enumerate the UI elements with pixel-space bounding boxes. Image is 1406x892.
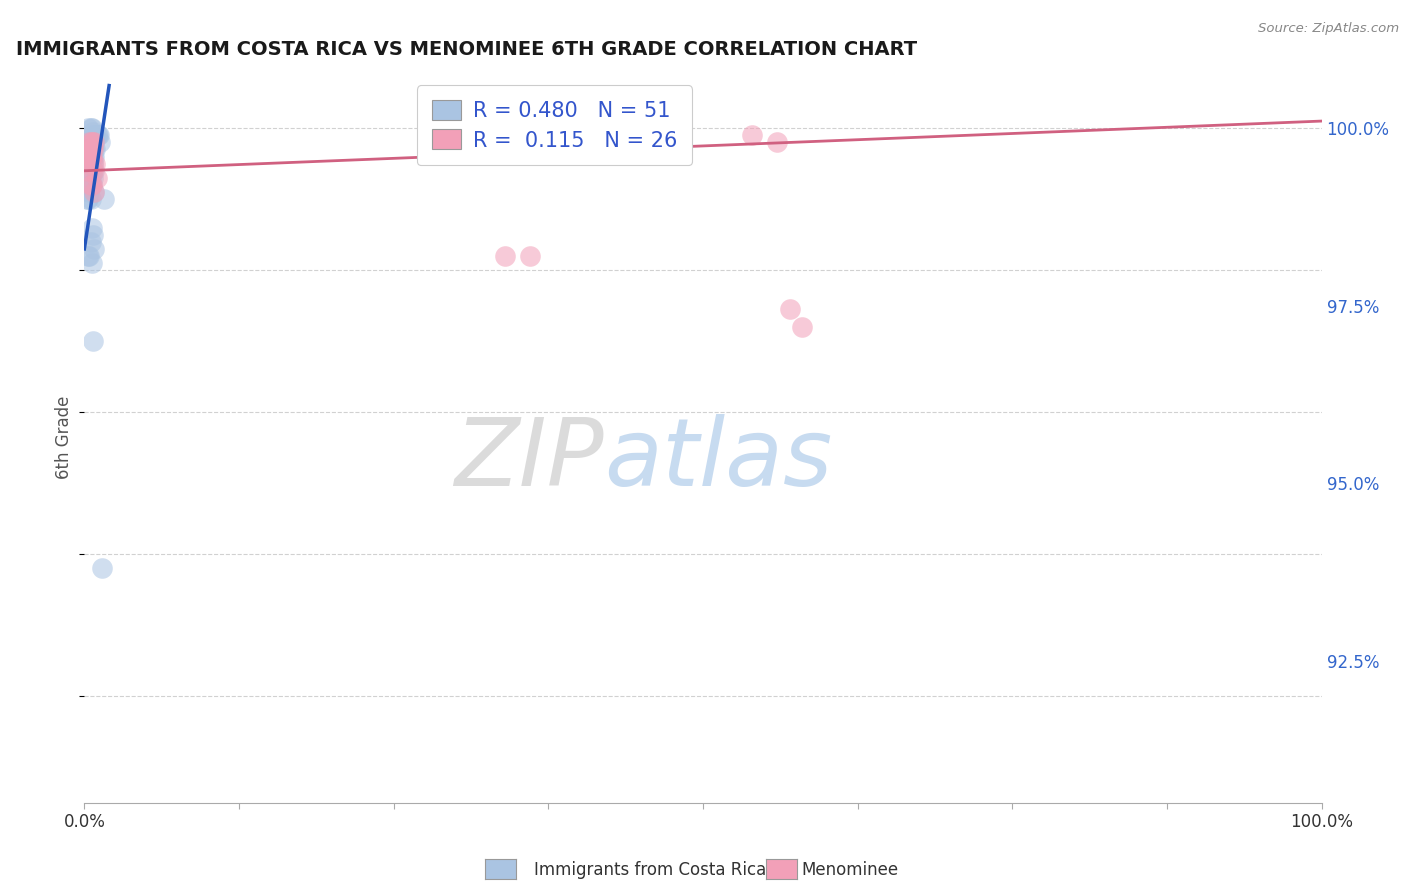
- Point: [79, 150, 101, 164]
- Point: [80, 136, 103, 150]
- Point: [79, 170, 101, 185]
- Point: [89, 128, 111, 143]
- Point: [87, 128, 110, 143]
- Point: [79, 192, 101, 206]
- Point: [79, 156, 101, 170]
- Point: [77, 156, 100, 170]
- Point: [79, 235, 101, 249]
- Point: [519, 249, 541, 263]
- Point: [86, 170, 108, 185]
- Point: [79, 150, 101, 164]
- Point: [80, 178, 103, 192]
- Point: [80, 163, 103, 178]
- Point: [84, 156, 107, 170]
- Point: [79, 121, 101, 136]
- Point: [83, 136, 105, 150]
- Text: Source: ZipAtlas.com: Source: ZipAtlas.com: [1258, 22, 1399, 36]
- Point: [79, 249, 101, 263]
- Point: [80, 136, 103, 150]
- Point: [86, 128, 108, 143]
- Point: [80, 150, 103, 164]
- Point: [83, 163, 105, 178]
- Point: [89, 136, 111, 150]
- Point: [83, 136, 105, 150]
- Point: [76, 192, 98, 206]
- Point: [79, 143, 101, 157]
- Point: [77, 249, 100, 263]
- Point: [80, 143, 103, 157]
- Point: [79, 156, 101, 170]
- Point: [79, 170, 101, 185]
- Point: [80, 143, 103, 157]
- Point: [80, 150, 103, 164]
- Point: [83, 185, 105, 199]
- Point: [79, 136, 101, 150]
- Point: [77, 163, 100, 178]
- Point: [82, 227, 104, 242]
- Point: [80, 220, 103, 235]
- Point: [494, 249, 516, 263]
- Point: [741, 128, 763, 143]
- Point: [779, 302, 801, 317]
- Point: [82, 170, 104, 185]
- Point: [84, 128, 107, 143]
- Text: ZIP: ZIP: [454, 414, 605, 505]
- Text: Immigrants from Costa Rica: Immigrants from Costa Rica: [534, 861, 766, 879]
- Point: [82, 156, 104, 170]
- Point: [82, 125, 104, 139]
- Point: [82, 143, 104, 157]
- Point: [82, 163, 104, 178]
- Point: [83, 143, 105, 157]
- Point: [766, 136, 789, 150]
- Legend: R = 0.480   N = 51, R =  0.115   N = 26: R = 0.480 N = 51, R = 0.115 N = 26: [418, 86, 692, 165]
- Point: [79, 178, 101, 192]
- Y-axis label: 6th Grade: 6th Grade: [55, 395, 73, 479]
- Point: [90, 561, 112, 575]
- Text: IMMIGRANTS FROM COSTA RICA VS MENOMINEE 6TH GRADE CORRELATION CHART: IMMIGRANTS FROM COSTA RICA VS MENOMINEE …: [17, 39, 918, 59]
- Point: [79, 143, 101, 157]
- Point: [82, 136, 104, 150]
- Point: [79, 143, 101, 157]
- Point: [82, 334, 104, 349]
- Point: [80, 121, 103, 136]
- Point: [79, 156, 101, 170]
- Point: [83, 185, 105, 199]
- Point: [83, 128, 105, 143]
- Point: [790, 320, 813, 334]
- Text: atlas: atlas: [605, 414, 832, 505]
- Point: [80, 136, 103, 150]
- Point: [77, 192, 100, 206]
- Point: [80, 256, 103, 270]
- Point: [77, 178, 100, 192]
- Text: Menominee: Menominee: [801, 861, 898, 879]
- Point: [82, 156, 104, 170]
- Point: [79, 143, 101, 157]
- Point: [93, 192, 115, 206]
- Point: [79, 136, 101, 150]
- Point: [83, 150, 105, 164]
- Point: [79, 185, 101, 199]
- Point: [79, 150, 101, 164]
- Point: [84, 143, 107, 157]
- Point: [77, 121, 100, 136]
- Point: [82, 150, 104, 164]
- Point: [82, 143, 104, 157]
- Point: [79, 163, 101, 178]
- Point: [80, 178, 103, 192]
- Point: [83, 242, 105, 256]
